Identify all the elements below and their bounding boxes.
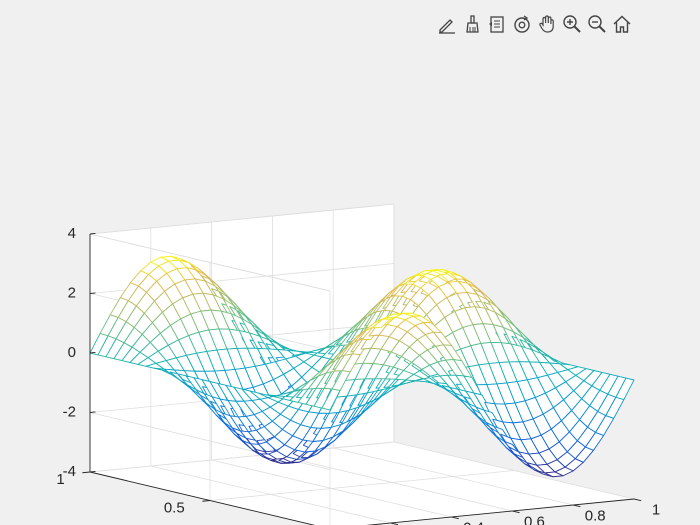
- x-axis-line: [365, 498, 635, 525]
- x-tick: [633, 498, 642, 502]
- link-icon: [487, 14, 507, 39]
- x-tick-label: 0.6: [524, 514, 545, 525]
- edit-plot-button[interactable]: [434, 14, 459, 38]
- pan-hand-button[interactable]: [534, 14, 559, 38]
- rotate-3d-button[interactable]: [509, 14, 534, 38]
- z-tick: [89, 471, 96, 473]
- home-button[interactable]: [609, 14, 634, 38]
- z-tick: [89, 233, 96, 235]
- zoom-out-icon: [587, 14, 607, 39]
- z-tick-label: -4: [63, 463, 76, 480]
- box-edge: [89, 233, 331, 292]
- mesh-cell: [615, 377, 635, 401]
- zoom-in-icon: [562, 14, 582, 39]
- x-tick: [512, 510, 520, 514]
- x-tick: [390, 522, 399, 525]
- y-tick-label: 0.5: [164, 500, 185, 517]
- link-button[interactable]: [484, 14, 509, 38]
- x-tick-label: 0.4: [463, 520, 484, 525]
- x-tick: [451, 516, 459, 520]
- grid-line-y: [209, 470, 515, 501]
- rotate-3d-icon: [512, 14, 532, 39]
- y-tick: [82, 471, 91, 474]
- home-icon: [612, 14, 632, 39]
- brush-icon: [462, 14, 482, 39]
- x-tick-label: 1: [652, 502, 660, 519]
- grid-line-z: [89, 441, 395, 473]
- z-tick-label: 0: [68, 344, 76, 361]
- z-tick-label: -2: [63, 403, 76, 420]
- z-tick-label: 2: [68, 284, 76, 301]
- x-tick: [573, 504, 581, 508]
- x-tick-label: 0.8: [585, 508, 606, 525]
- pan-hand-icon: [537, 14, 557, 39]
- z-tick-label: 4: [68, 225, 76, 242]
- zoom-out-button[interactable]: [584, 14, 609, 38]
- box-edge: [89, 203, 395, 235]
- z-tick: [89, 292, 96, 294]
- zoom-in-button[interactable]: [559, 14, 584, 38]
- z-tick: [89, 411, 96, 413]
- z-tick: [89, 352, 96, 354]
- mesh-surface: [89, 255, 635, 478]
- y-tick: [202, 500, 211, 502]
- edit-plot-icon: [437, 14, 457, 39]
- y-tick-label: 1: [56, 471, 64, 488]
- brush-button[interactable]: [459, 14, 484, 38]
- figure-toolbar: [434, 14, 634, 38]
